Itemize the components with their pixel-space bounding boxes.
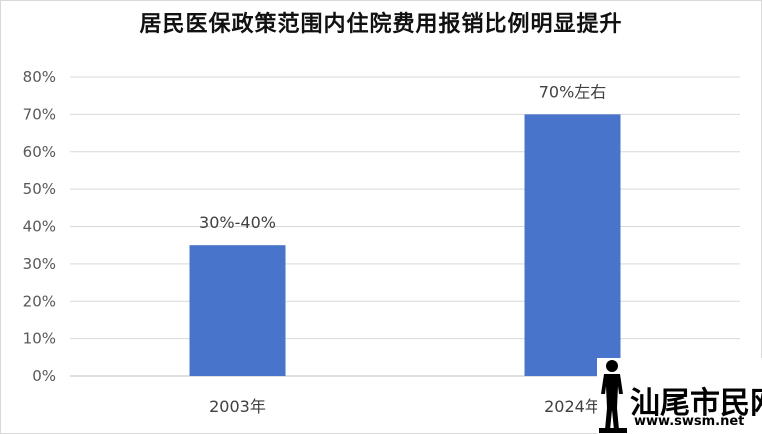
- chart-title: 居民医保政策范围内住院费用报销比例明显提升: [139, 12, 623, 37]
- watermark-url: www.swsm.net: [634, 414, 745, 429]
- y-tick-label: 30%: [23, 255, 56, 273]
- y-tick-label: 10%: [23, 330, 56, 348]
- person-silhouette-icon: [599, 360, 627, 433]
- data-labels: 30%-40% 70%左右: [199, 82, 606, 232]
- bar: [189, 245, 286, 376]
- x-tick-label: 2003年: [209, 397, 266, 416]
- y-tick-label: 50%: [23, 180, 56, 198]
- gridlines: [70, 76, 740, 377]
- data-label: 70%左右: [539, 82, 607, 101]
- x-tick-label: 2024年: [544, 397, 601, 416]
- bars: [189, 114, 621, 376]
- y-tick-label: 40%: [23, 218, 56, 236]
- watermark-logo: 汕尾市民网 www.swsm.net: [597, 358, 762, 434]
- bar: [524, 114, 621, 376]
- x-axis-labels: 2003年 2024年: [209, 397, 601, 416]
- y-tick-label: 0%: [32, 367, 56, 385]
- y-tick-label: 60%: [23, 143, 56, 161]
- watermark-text: 汕尾市民网: [630, 386, 762, 421]
- y-tick-label: 20%: [23, 292, 56, 310]
- y-tick-label: 70%: [23, 105, 56, 123]
- data-label: 30%-40%: [199, 213, 276, 232]
- y-axis-ticks: 0% 10% 20% 30% 40% 50% 60% 70% 80%: [23, 68, 56, 385]
- y-tick-label: 80%: [23, 68, 56, 86]
